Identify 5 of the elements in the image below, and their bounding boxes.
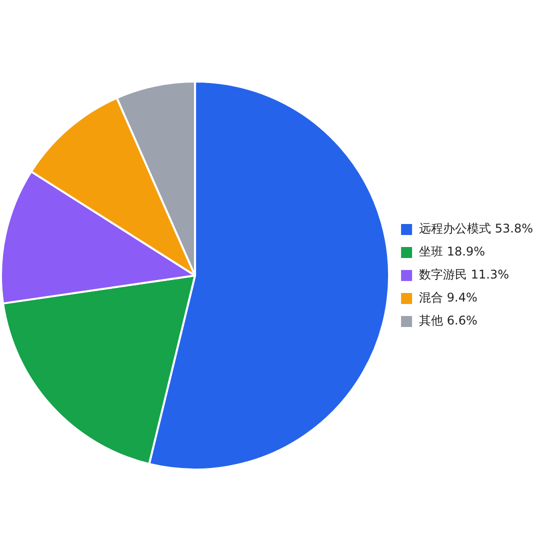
legend-label: 数字游民 11.3%: [419, 268, 509, 282]
legend-label: 坐班 18.9%: [419, 244, 485, 259]
legend-label: 混合 9.4%: [419, 290, 478, 305]
legend-label: 远程办公模式 53.8%: [419, 222, 533, 236]
legend-label: 其他 6.6%: [419, 314, 478, 328]
